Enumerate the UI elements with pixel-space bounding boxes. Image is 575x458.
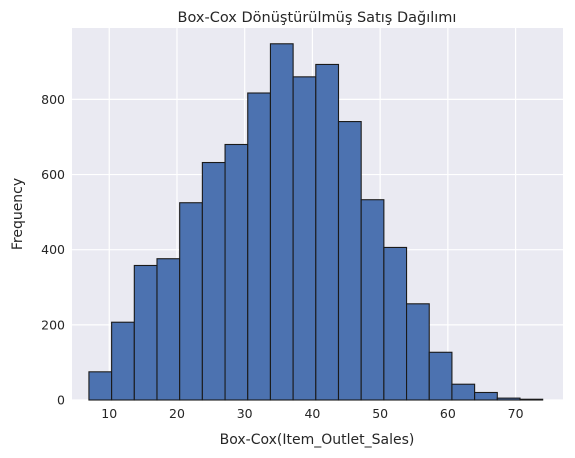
- histogram-bar: [269, 43, 294, 401]
- histogram-bar: [337, 121, 362, 401]
- bars: [88, 43, 544, 401]
- y-tick-label: 800: [41, 92, 65, 107]
- y-tick-label: 600: [41, 167, 65, 182]
- histogram-bar: [406, 303, 430, 401]
- histogram-bar: [156, 258, 181, 401]
- chart-title: Box-Cox Dönüştürülmüş Satış Dağılımı: [178, 10, 457, 26]
- x-tick-label: 30: [237, 406, 253, 421]
- y-axis-label: Frequency: [10, 178, 26, 250]
- y-tick-label: 400: [41, 242, 65, 257]
- x-tick-label: 50: [372, 406, 388, 421]
- x-tick-label: 20: [169, 406, 185, 421]
- histogram-bar: [179, 202, 203, 401]
- histogram-bar: [315, 63, 340, 401]
- histogram-bar: [383, 246, 408, 401]
- histogram-bar: [360, 199, 385, 401]
- y-tick-label: 0: [57, 393, 65, 408]
- x-tick-label: 40: [304, 406, 320, 421]
- histogram-bar: [519, 398, 544, 401]
- histogram-bar: [111, 321, 135, 401]
- y-tick-label: 200: [41, 317, 65, 332]
- histogram-bar: [88, 371, 113, 401]
- histogram-bar: [201, 161, 226, 401]
- histogram-bar: [496, 397, 521, 401]
- histogram-bar: [133, 264, 158, 401]
- histogram-bar: [247, 92, 271, 401]
- histogram-bar: [428, 351, 453, 401]
- y-tick-labels: 0 200 400 600 800: [41, 92, 65, 408]
- x-tick-label: 10: [101, 406, 117, 421]
- x-tick-label: 70: [508, 406, 524, 421]
- x-tick-labels: 10 20 30 40 50 60 70: [101, 406, 523, 421]
- histogram-bar: [224, 143, 249, 401]
- histogram-bar: [474, 391, 498, 401]
- histogram-bar: [451, 383, 476, 401]
- x-axis-label: Box-Cox(Item_Outlet_Sales): [220, 432, 415, 448]
- histogram-bar: [292, 76, 317, 401]
- x-tick-label: 60: [440, 406, 456, 421]
